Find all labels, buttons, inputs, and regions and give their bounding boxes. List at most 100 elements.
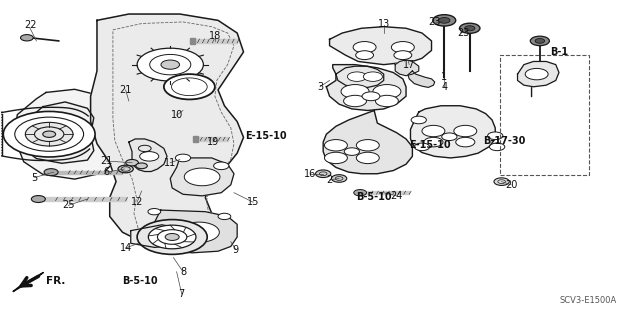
- Polygon shape: [330, 27, 431, 65]
- Circle shape: [137, 48, 204, 81]
- Circle shape: [344, 148, 360, 155]
- Polygon shape: [131, 225, 175, 248]
- Text: 6: 6: [104, 167, 109, 177]
- Polygon shape: [196, 137, 228, 141]
- Circle shape: [136, 163, 147, 169]
- Text: B-5-10: B-5-10: [122, 276, 158, 286]
- Text: 12: 12: [131, 197, 143, 207]
- Polygon shape: [395, 60, 419, 76]
- Circle shape: [364, 72, 383, 81]
- Text: 3: 3: [317, 82, 323, 92]
- Text: 21: 21: [100, 156, 113, 166]
- Circle shape: [494, 178, 509, 185]
- Text: 23: 23: [429, 17, 441, 27]
- Polygon shape: [323, 110, 412, 174]
- Circle shape: [31, 196, 45, 203]
- Polygon shape: [24, 102, 94, 163]
- Circle shape: [414, 143, 429, 151]
- Circle shape: [411, 116, 426, 124]
- Polygon shape: [365, 191, 409, 194]
- Circle shape: [20, 34, 33, 41]
- Circle shape: [332, 175, 347, 182]
- Text: 22: 22: [24, 20, 36, 30]
- Polygon shape: [14, 89, 116, 179]
- Circle shape: [376, 95, 398, 107]
- Circle shape: [218, 213, 231, 219]
- Text: 24: 24: [390, 191, 403, 201]
- Polygon shape: [410, 106, 495, 158]
- Text: 16: 16: [304, 169, 317, 179]
- Circle shape: [353, 41, 376, 53]
- Circle shape: [44, 169, 58, 176]
- Text: 4: 4: [441, 82, 447, 92]
- Circle shape: [460, 23, 480, 33]
- Text: 19: 19: [207, 137, 219, 147]
- Text: 25: 25: [62, 200, 74, 210]
- Polygon shape: [326, 65, 406, 110]
- Text: E-15-10: E-15-10: [245, 131, 287, 141]
- Text: 9: 9: [233, 245, 239, 255]
- Text: 7: 7: [179, 289, 185, 299]
- Circle shape: [531, 36, 549, 46]
- Text: B-17-30: B-17-30: [484, 136, 526, 145]
- Circle shape: [456, 137, 475, 147]
- Polygon shape: [129, 139, 167, 172]
- Circle shape: [465, 26, 475, 31]
- Circle shape: [392, 41, 414, 53]
- Text: 5: 5: [31, 173, 38, 182]
- Circle shape: [164, 74, 215, 100]
- Text: 8: 8: [180, 267, 186, 277]
- Polygon shape: [408, 71, 435, 87]
- Circle shape: [356, 152, 380, 164]
- Text: 14: 14: [120, 243, 132, 253]
- Circle shape: [373, 85, 401, 99]
- Circle shape: [394, 51, 412, 60]
- Circle shape: [344, 95, 367, 107]
- Circle shape: [125, 160, 138, 166]
- Circle shape: [148, 225, 196, 249]
- Text: 23: 23: [457, 28, 470, 38]
- Polygon shape: [43, 197, 125, 201]
- Circle shape: [433, 15, 456, 26]
- Circle shape: [179, 222, 220, 242]
- Circle shape: [165, 234, 179, 241]
- Polygon shape: [151, 210, 237, 253]
- Circle shape: [118, 165, 133, 173]
- Circle shape: [424, 137, 443, 147]
- Circle shape: [348, 72, 367, 81]
- Text: SCV3-E1500A: SCV3-E1500A: [559, 296, 616, 305]
- Circle shape: [362, 92, 380, 101]
- Circle shape: [535, 39, 545, 43]
- Circle shape: [175, 154, 191, 162]
- Circle shape: [148, 209, 161, 215]
- Circle shape: [137, 219, 207, 254]
- Circle shape: [356, 140, 380, 151]
- Polygon shape: [190, 38, 195, 44]
- Circle shape: [324, 152, 348, 164]
- Polygon shape: [91, 14, 244, 245]
- Circle shape: [214, 162, 229, 170]
- Circle shape: [422, 125, 445, 137]
- Circle shape: [488, 132, 503, 140]
- Polygon shape: [336, 66, 384, 87]
- Text: 15: 15: [247, 197, 259, 207]
- Circle shape: [43, 131, 56, 137]
- Circle shape: [490, 143, 505, 151]
- Circle shape: [356, 51, 374, 60]
- Text: B-1: B-1: [550, 47, 568, 57]
- Circle shape: [324, 140, 348, 151]
- Text: 2: 2: [326, 175, 333, 185]
- Circle shape: [454, 125, 477, 137]
- Bar: [500, 55, 589, 175]
- Text: 13: 13: [378, 19, 390, 28]
- Polygon shape: [518, 62, 559, 87]
- Text: 11: 11: [164, 158, 177, 168]
- Circle shape: [442, 133, 457, 141]
- Polygon shape: [170, 158, 234, 196]
- Text: 1: 1: [441, 72, 447, 82]
- Circle shape: [140, 152, 159, 161]
- Circle shape: [438, 18, 450, 23]
- Polygon shape: [193, 136, 198, 142]
- Text: E-15-10: E-15-10: [409, 140, 451, 150]
- Circle shape: [184, 168, 220, 186]
